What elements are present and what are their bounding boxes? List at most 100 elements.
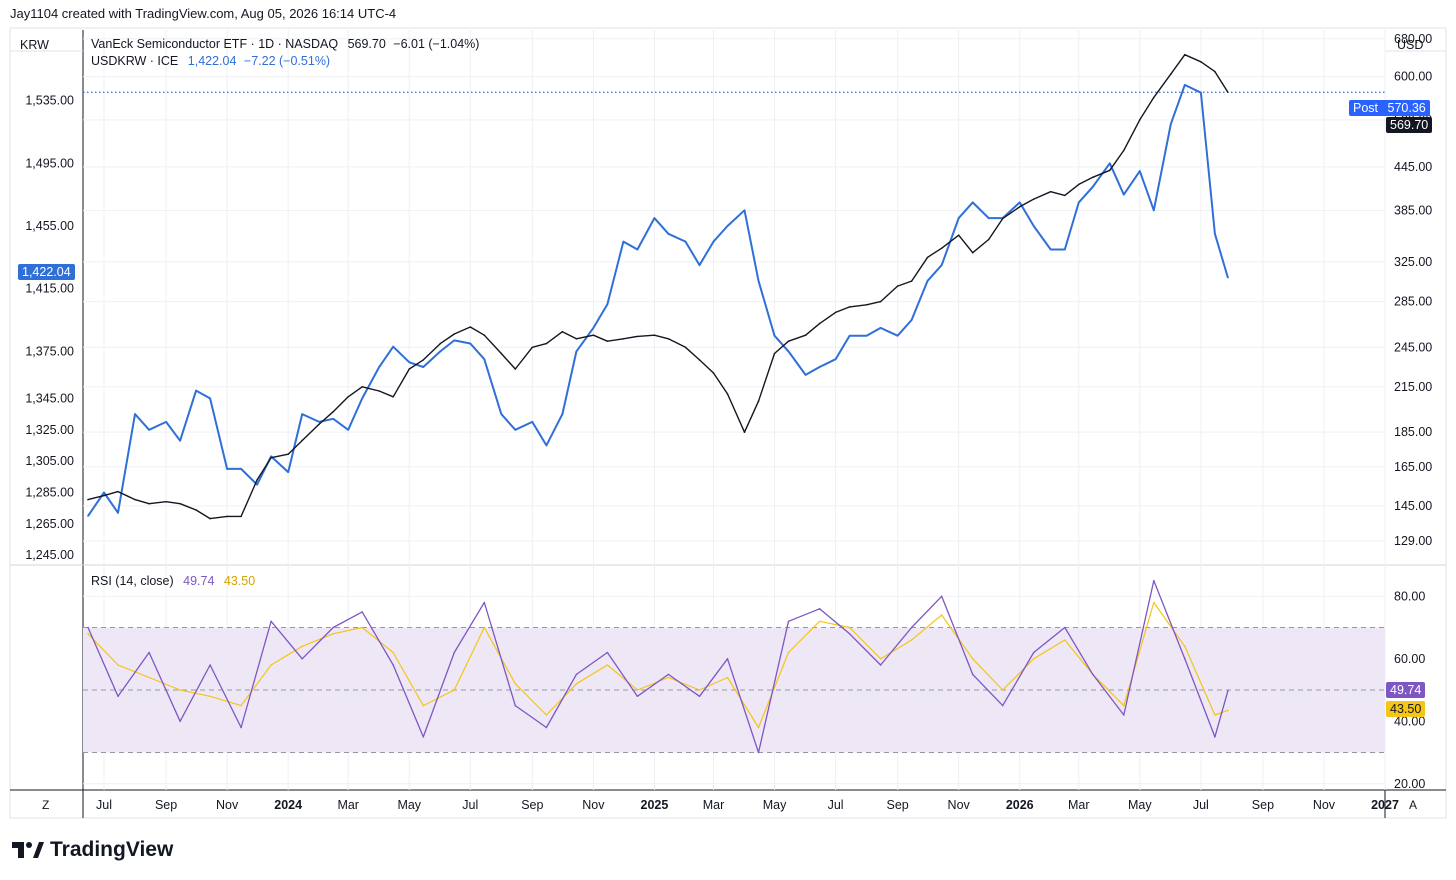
usdkrw-line-point <box>165 421 167 423</box>
smh-line-point <box>179 502 181 505</box>
rsi-line-point <box>483 601 486 604</box>
x-tick-label: Sep <box>521 798 543 812</box>
usdkrw-line-point <box>773 334 776 337</box>
smh-line-point <box>818 322 821 325</box>
usdkrw-line-point <box>575 350 578 353</box>
left-tick-label: 1,455.00 <box>25 219 74 233</box>
legend-usdkrw-last: 1,422.04 <box>187 54 237 68</box>
usdkrw-line-point <box>318 421 320 423</box>
usdkrw-line-point <box>636 248 639 251</box>
rsi-line-point <box>209 664 211 666</box>
rsi-line-point <box>940 595 943 598</box>
usdkrw-line-point <box>332 417 334 420</box>
x-tick-label: Mar <box>1068 798 1090 812</box>
rsi-line-point <box>698 695 701 698</box>
usdkrw-line-point <box>592 327 595 329</box>
rsi-ma-line-point <box>117 664 119 666</box>
rsi-ma-line-point <box>848 626 851 629</box>
usdkrw-line-point <box>606 303 609 306</box>
usdkrw-line-point <box>240 468 242 470</box>
legend-smh[interactable]: VanEck Semiconductor ETF · 1D · NASDAQ 5… <box>91 37 479 51</box>
rsi-line-point <box>453 651 456 654</box>
smh-line-point <box>773 352 776 355</box>
smh-line-point <box>347 395 350 398</box>
smh-line-point <box>592 334 595 336</box>
smh-line-point <box>469 326 472 328</box>
smh-line-point <box>545 342 548 345</box>
usdkrw-line-point <box>422 366 425 368</box>
legend-usdkrw-name: USDKRW · ICE <box>91 54 179 68</box>
auto-scale-button[interactable]: A <box>1409 798 1418 812</box>
legend-rsi[interactable]: RSI (14, close) 49.74 43.50 <box>91 574 255 588</box>
right-tick-label: 215.00 <box>1394 380 1432 394</box>
rsi-line-point <box>726 657 729 660</box>
legend-usdkrw[interactable]: USDKRW · ICE 1,422.04 −7.22 (−0.51%) <box>91 54 330 68</box>
usdkrw-line-point <box>957 217 960 219</box>
rsi-ma-line-point <box>879 657 882 660</box>
smh-line-point <box>148 502 150 505</box>
rsi-line-point <box>667 673 670 676</box>
rsi-line-point <box>240 726 242 729</box>
main-pane <box>83 53 1385 520</box>
rsi-tick-label: 20.00 <box>1394 777 1425 791</box>
rsi-line-point <box>1153 579 1155 582</box>
legend-rsi-value: 49.74 <box>183 574 215 588</box>
brand[interactable]: TradingView <box>12 838 173 862</box>
usdkrw-line-point <box>698 264 701 266</box>
usdkrw-line-point <box>195 389 197 392</box>
rsi-line-point <box>1063 626 1066 629</box>
smh-line-point <box>910 280 913 282</box>
right-tick-label: 165.00 <box>1394 460 1432 474</box>
usdkrw-line-point <box>1170 123 1172 125</box>
usdkrw-line-point <box>757 280 760 282</box>
rsi-line-point <box>879 664 882 666</box>
rsi-ma-line-point <box>787 651 790 654</box>
rsi-ma-line-point <box>179 689 181 691</box>
rsi-line-point <box>301 657 303 660</box>
smh-line-point <box>195 509 197 511</box>
rsi-line-point <box>332 626 334 629</box>
usdkrw-line-point <box>103 491 105 494</box>
usdkrw-line-point <box>653 217 656 219</box>
smh-line-point <box>1032 198 1035 200</box>
x-tick-label: Mar <box>703 798 725 812</box>
smh-line-point <box>422 359 425 361</box>
usdkrw-line-point <box>1200 91 1202 94</box>
smh-line[interactable] <box>87 54 1229 520</box>
smh-line-point <box>240 515 242 518</box>
smh-line-point <box>439 342 442 345</box>
rsi-ma-line-point <box>575 682 578 685</box>
smh-line-point <box>1227 91 1229 94</box>
rsi-ma-line-point <box>1184 645 1186 648</box>
rsi-line-point <box>545 726 548 729</box>
rsi-line-point <box>910 626 913 629</box>
x-tick-label: Jul <box>1193 798 1209 812</box>
legend-smh-last: 569.70 <box>347 37 386 51</box>
rsi-ma-line-point <box>606 664 609 666</box>
smh-line-point <box>726 393 729 395</box>
rsi-ma-line-point <box>392 651 395 654</box>
usdkrw-line-point <box>684 240 687 243</box>
smh-line-point <box>1214 70 1216 73</box>
smh-line-point <box>270 456 272 459</box>
zoom-button[interactable]: Z <box>42 798 50 812</box>
left-axis-currency[interactable]: KRW <box>20 38 49 52</box>
rsi-ma-line-point <box>270 664 272 666</box>
right-axis-currency[interactable]: USD <box>1397 38 1424 52</box>
rsi-line-point <box>422 736 425 738</box>
attribution-text: Jay1104 created with TradingView.com, Au… <box>10 6 397 21</box>
usdkrw-line-point <box>1122 193 1125 196</box>
smh-last-badge: 569.70 <box>1386 117 1433 133</box>
rsi-ma-line-point <box>1001 689 1004 691</box>
x-tick-label: Jul <box>462 798 478 812</box>
post-value: 570.36 <box>1387 101 1426 115</box>
x-tick-label: Jul <box>96 798 112 812</box>
usdkrw-line-point <box>896 334 899 337</box>
x-tick-label: Sep <box>887 798 909 812</box>
usdkrw-line[interactable] <box>87 83 1229 517</box>
smh-line-point <box>1122 149 1125 152</box>
x-tick-label: Nov <box>948 798 971 812</box>
usdkrw-line-point <box>301 413 303 415</box>
